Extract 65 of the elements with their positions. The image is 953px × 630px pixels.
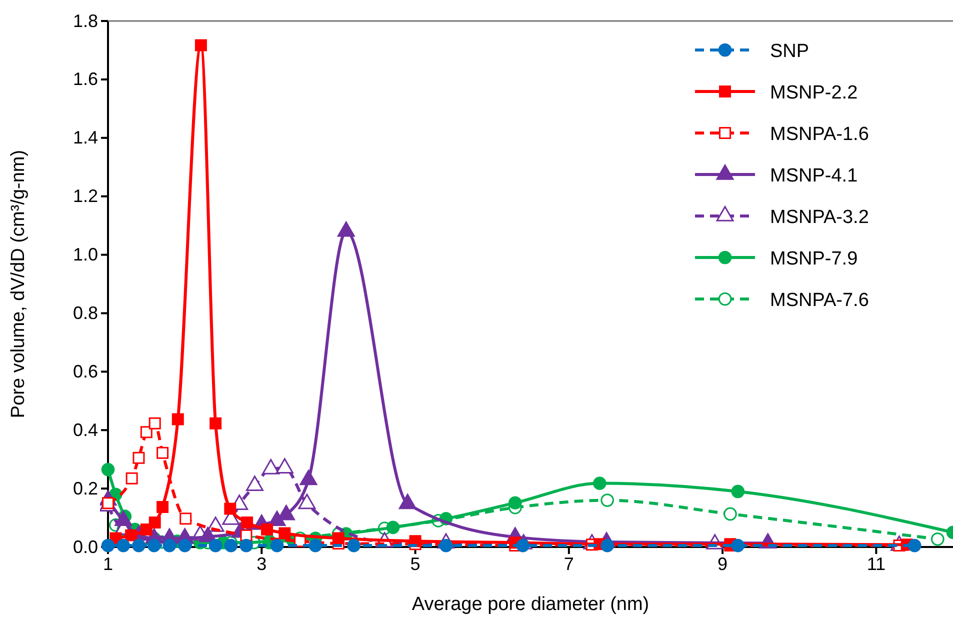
point xyxy=(308,538,322,552)
point xyxy=(132,452,145,464)
x-axis-title: Average pore diameter (nm) xyxy=(412,594,650,615)
y-tick-label: 0.8 xyxy=(72,302,98,323)
point xyxy=(270,538,284,552)
y-tick-label: 0.0 xyxy=(72,536,98,557)
point xyxy=(600,538,614,552)
point xyxy=(600,494,614,507)
point xyxy=(731,484,745,498)
legend-label: MSNP-7.9 xyxy=(770,248,858,270)
y-tick-label: 1.0 xyxy=(72,244,98,265)
point xyxy=(930,532,944,546)
x-tick-label: 1 xyxy=(102,554,114,574)
x-tick-label: 11 xyxy=(866,554,886,574)
point xyxy=(386,520,400,534)
point xyxy=(126,472,138,484)
legend-label: SNP xyxy=(770,41,810,62)
legend-label: MSNPA-7.6 xyxy=(770,290,869,311)
point xyxy=(101,462,115,476)
point xyxy=(147,538,161,552)
point xyxy=(162,538,176,552)
y-tick-label: 1.8 xyxy=(72,10,98,31)
point xyxy=(240,538,253,552)
x-tick-label: 7 xyxy=(564,554,574,574)
point xyxy=(140,426,152,438)
y-tick-label: 1.2 xyxy=(72,186,98,206)
point xyxy=(516,538,530,552)
point xyxy=(172,413,184,426)
legend-label: MSNP-2.2 xyxy=(770,82,858,104)
x-tick-label: 9 xyxy=(718,554,728,574)
x-tick-label: 5 xyxy=(410,554,420,574)
x-tick-label: 3 xyxy=(256,554,267,574)
point xyxy=(347,538,360,552)
point xyxy=(132,538,146,552)
point xyxy=(178,538,192,552)
point xyxy=(156,500,169,513)
point xyxy=(116,538,130,552)
legend-label: MSNPA-3.2 xyxy=(770,207,869,228)
y-axis-title: Pore volume, dV/dD (cm³/g-nm) xyxy=(8,150,29,418)
point xyxy=(208,538,222,552)
point xyxy=(724,507,737,521)
point xyxy=(241,516,254,528)
point xyxy=(278,527,291,540)
y-tick-label: 0.6 xyxy=(72,361,98,382)
point xyxy=(125,529,138,542)
point xyxy=(508,496,522,510)
legend-label: MSNP-4.1 xyxy=(770,166,858,186)
point xyxy=(731,538,745,552)
point xyxy=(148,417,161,430)
point xyxy=(210,417,222,430)
point xyxy=(592,476,606,490)
point xyxy=(148,516,161,528)
y-tick-label: 1.4 xyxy=(72,128,98,148)
point xyxy=(908,538,922,552)
point xyxy=(194,39,207,52)
point xyxy=(156,446,169,459)
point xyxy=(224,538,238,552)
point xyxy=(261,523,274,536)
y-tick-label: 1.6 xyxy=(72,69,98,90)
point xyxy=(224,502,236,515)
point xyxy=(180,512,192,525)
y-tick-label: 0.4 xyxy=(72,420,98,440)
legend-label: MSNPA-1.6 xyxy=(770,124,869,145)
point xyxy=(332,532,344,544)
y-tick-label: 0.2 xyxy=(72,478,98,498)
